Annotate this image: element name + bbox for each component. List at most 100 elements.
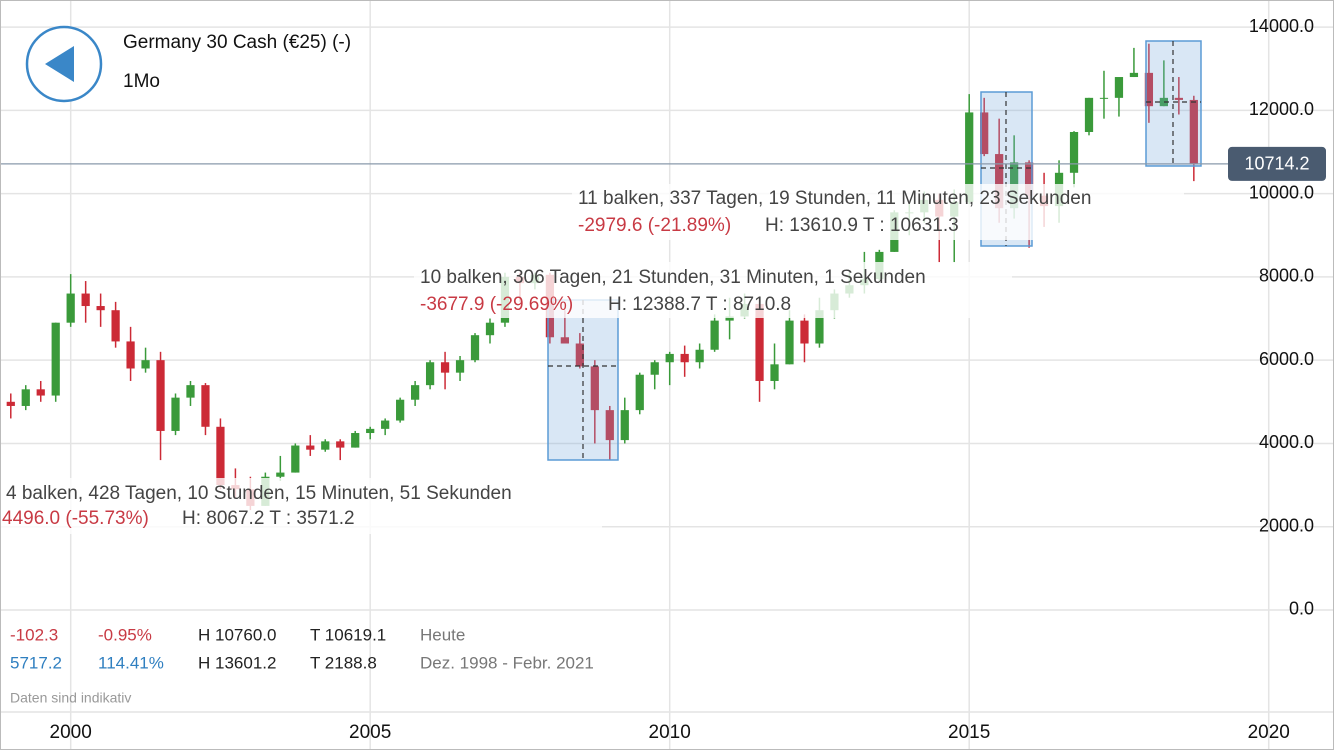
candle-body bbox=[141, 360, 150, 369]
candle-body bbox=[665, 353, 674, 363]
candle-body bbox=[396, 399, 405, 421]
annotation-change: 4496.0 (-55.73%) bbox=[2, 508, 149, 529]
candle-body bbox=[695, 349, 704, 363]
price-tag-label: 10714.2 bbox=[1244, 154, 1309, 174]
annotation-text: 4 balken, 428 Tagen, 10 Stunden, 15 Minu… bbox=[6, 483, 512, 504]
candle-body bbox=[560, 337, 569, 344]
candle-body bbox=[590, 366, 599, 411]
y-tick-label: 10000.0 bbox=[1249, 182, 1314, 202]
candle-body bbox=[800, 320, 809, 344]
candle-body bbox=[425, 362, 435, 386]
candle-body bbox=[216, 426, 225, 486]
candle-body bbox=[21, 389, 30, 406]
y-tick-label: 14000.0 bbox=[1249, 16, 1314, 36]
stat: H 13601.2 bbox=[198, 653, 276, 672]
candle-body bbox=[980, 112, 989, 155]
candle-body bbox=[1159, 97, 1168, 107]
footnote: Daten sind indikativ bbox=[10, 690, 131, 706]
candle-body bbox=[470, 335, 480, 361]
annotation-bg bbox=[572, 184, 1184, 240]
annotation-bg bbox=[414, 262, 1012, 318]
candle-body bbox=[111, 310, 120, 342]
candle-body bbox=[620, 410, 629, 441]
candle-body bbox=[66, 293, 75, 323]
annotation-range: H: 8067.2 T : 3571.2 bbox=[182, 508, 355, 529]
candle-body bbox=[650, 362, 659, 375]
candle-body bbox=[575, 343, 584, 367]
candle-body bbox=[1084, 97, 1094, 132]
back-arrow bbox=[45, 46, 74, 82]
annotation-change: -3677.9 (-29.69%) bbox=[420, 294, 573, 315]
y-tick-label: 4000.0 bbox=[1259, 432, 1314, 452]
candle-body bbox=[6, 401, 15, 406]
candle-body bbox=[785, 320, 794, 365]
annotation-text: 10 balken, 306 Tagen, 21 Stunden, 31 Min… bbox=[420, 267, 926, 288]
y-tick-label: 12000.0 bbox=[1249, 99, 1314, 119]
candle-body bbox=[455, 360, 465, 373]
candle-body bbox=[1114, 77, 1124, 98]
header[interactable]: Germany 30 Cash (€25) (-) 1Mo bbox=[25, 25, 351, 103]
annotation-bg bbox=[0, 478, 602, 534]
candle-body bbox=[485, 322, 495, 336]
stat: T 2188.8 bbox=[310, 653, 377, 672]
stats: -102.3 -0.95% H 10760.0 T 10619.1 Heute … bbox=[10, 625, 594, 705]
candle-body bbox=[1144, 72, 1154, 107]
stat: 114.41% bbox=[98, 653, 164, 672]
stat: -0.95% bbox=[98, 625, 152, 644]
candle-body bbox=[321, 441, 330, 450]
candle-body bbox=[366, 428, 375, 434]
candle-body bbox=[1129, 72, 1139, 78]
annotation-range: H: 13610.9 T : 10631.3 bbox=[765, 215, 959, 236]
measure-box bbox=[547, 299, 619, 461]
candles bbox=[6, 43, 1198, 511]
chart-subtitle: 1Mo bbox=[123, 71, 160, 92]
stat: 5717.2 bbox=[10, 653, 62, 672]
candle-body bbox=[680, 353, 689, 363]
stat: Heute bbox=[420, 625, 465, 644]
stat: Dez. 1998 - Febr. 2021 bbox=[420, 653, 594, 672]
y-tick-label: 6000.0 bbox=[1259, 349, 1314, 369]
x-tick-label: 2015 bbox=[948, 722, 990, 743]
candle-body bbox=[1189, 99, 1198, 165]
x-tick-label: 2020 bbox=[1248, 722, 1290, 743]
candle-body bbox=[1069, 131, 1079, 173]
annotation-range: H: 12388.7 T : 8710.8 bbox=[608, 294, 791, 315]
candle-body bbox=[36, 389, 45, 396]
y-tick-label: 2000.0 bbox=[1259, 515, 1314, 535]
candle-body bbox=[965, 112, 974, 202]
y-tick-label: 0.0 bbox=[1289, 599, 1314, 619]
candle-body bbox=[1024, 162, 1034, 196]
measure-guide bbox=[1146, 41, 1201, 166]
candle-body bbox=[815, 310, 824, 344]
candle-body bbox=[770, 364, 779, 381]
axes: 0.0 2000.0 4000.0 6000.0 8000.0 10000.0 12000.… bbox=[0, 16, 1334, 743]
candle-body bbox=[81, 293, 90, 307]
candle-body bbox=[306, 445, 315, 450]
candle-body bbox=[1099, 97, 1109, 99]
x-tick-label: 2000 bbox=[50, 722, 92, 743]
candle-body bbox=[201, 385, 210, 427]
candle-body bbox=[410, 385, 420, 400]
stat: T 10619.1 bbox=[310, 625, 386, 644]
candle-body bbox=[126, 341, 135, 369]
candle-body bbox=[171, 397, 180, 431]
y-tick-label: 8000.0 bbox=[1259, 266, 1314, 286]
price-tag bbox=[1228, 146, 1326, 181]
candle-body bbox=[156, 360, 165, 431]
candle-body bbox=[725, 316, 734, 321]
candle-body bbox=[440, 362, 450, 373]
candle-body bbox=[186, 385, 195, 398]
measure-boxes bbox=[547, 40, 1202, 461]
annotation-change: -2979.6 (-21.89%) bbox=[578, 215, 731, 236]
stat: H 10760.0 bbox=[198, 625, 276, 644]
candle-body bbox=[710, 320, 719, 350]
candle-body bbox=[755, 303, 764, 381]
candle-body bbox=[605, 410, 614, 441]
candle-body bbox=[635, 374, 644, 411]
annotations: 4 balken, 428 Tagen, 10 Stunden, 15 Minu… bbox=[0, 184, 1184, 534]
chart-title: Germany 30 Cash (€25) (-) bbox=[123, 32, 351, 53]
candle-body bbox=[381, 420, 390, 429]
candle-body bbox=[96, 306, 105, 311]
